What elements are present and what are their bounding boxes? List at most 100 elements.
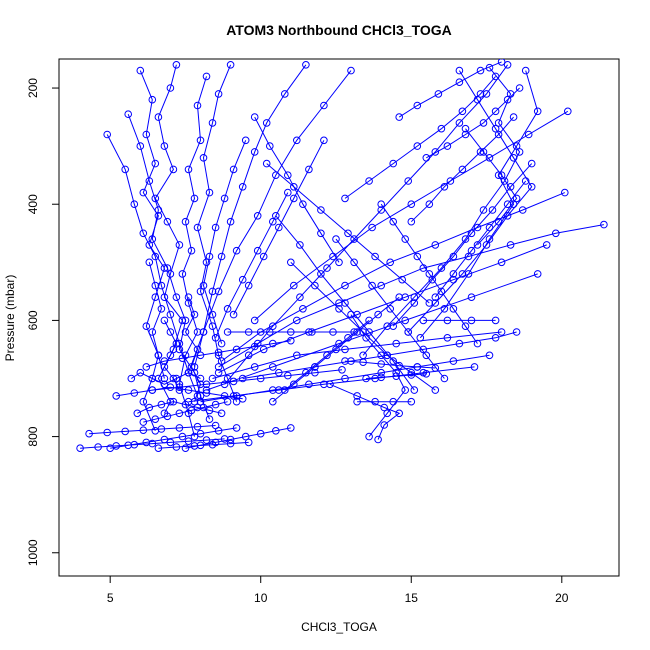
series-line <box>410 116 514 223</box>
data-point <box>157 305 166 313</box>
data-point <box>491 124 500 133</box>
data-point <box>455 119 464 127</box>
data-point <box>491 316 500 325</box>
data-point <box>238 395 247 403</box>
data-point <box>250 148 259 156</box>
data-point <box>244 328 253 336</box>
series-57 <box>269 293 404 406</box>
series-31 <box>407 113 518 226</box>
data-point <box>232 424 241 432</box>
data-point <box>482 90 491 98</box>
data-point <box>136 66 145 75</box>
series-54 <box>199 136 250 348</box>
data-point <box>317 229 325 238</box>
data-point <box>196 136 205 145</box>
data-point <box>151 252 160 261</box>
data-point <box>317 206 325 214</box>
data-point <box>542 241 551 249</box>
y-tick-label: 1000 <box>26 539 40 566</box>
data-point <box>259 345 268 354</box>
data-point <box>413 101 422 110</box>
series-line <box>154 64 183 414</box>
data-point <box>332 345 340 354</box>
data-point <box>290 194 298 203</box>
data-point <box>121 427 129 436</box>
series-line <box>178 76 207 437</box>
series-line <box>148 262 165 379</box>
data-point <box>205 252 214 261</box>
data-point <box>217 409 226 418</box>
data-point <box>184 368 193 377</box>
series-33 <box>142 336 295 371</box>
data-point <box>266 328 274 336</box>
data-point <box>193 345 202 354</box>
data-point <box>467 293 476 302</box>
data-point <box>293 136 301 145</box>
data-point <box>262 119 271 127</box>
data-point <box>371 397 379 406</box>
data-point <box>184 165 193 174</box>
data-point <box>347 66 355 75</box>
series-8 <box>184 66 355 377</box>
data-point <box>250 113 259 121</box>
data-point <box>347 310 355 319</box>
data-point <box>518 206 527 214</box>
series-3 <box>175 72 211 441</box>
data-point <box>383 322 392 331</box>
data-point <box>461 130 470 139</box>
data-point <box>377 206 386 214</box>
data-point <box>199 403 208 412</box>
series-line <box>152 369 343 391</box>
data-point <box>482 241 491 249</box>
data-point <box>284 371 292 380</box>
data-point <box>190 432 199 441</box>
data-point <box>299 200 307 208</box>
data-point <box>461 235 470 243</box>
data-point <box>262 159 271 168</box>
data-point <box>431 148 440 156</box>
data-point <box>202 389 211 397</box>
data-point <box>383 351 392 360</box>
data-point <box>479 206 488 214</box>
data-point <box>524 130 533 139</box>
series-line <box>146 340 291 368</box>
data-point <box>253 212 262 220</box>
data-point <box>341 357 349 365</box>
data-point <box>311 281 319 290</box>
data-point <box>458 107 467 116</box>
data-point <box>256 429 265 438</box>
series-line <box>335 238 445 379</box>
series-line <box>184 297 202 402</box>
data-point <box>341 194 349 203</box>
data-point <box>172 339 181 348</box>
data-point <box>76 444 84 453</box>
data-point <box>154 113 163 121</box>
data-point <box>232 246 241 255</box>
data-point <box>353 397 361 406</box>
data-point <box>473 241 482 249</box>
series-line <box>163 320 180 391</box>
data-point <box>160 316 169 325</box>
series-60 <box>419 316 500 325</box>
data-point <box>223 305 232 313</box>
data-point <box>196 287 205 296</box>
data-point <box>199 281 208 290</box>
data-point <box>193 223 202 232</box>
series-line <box>275 215 415 391</box>
data-point <box>377 373 386 382</box>
series-line <box>407 70 533 333</box>
data-point <box>413 142 422 150</box>
data-point <box>196 351 205 360</box>
data-point <box>407 371 416 379</box>
data-point <box>220 392 229 400</box>
series-line <box>329 383 401 440</box>
data-point <box>220 380 229 389</box>
data-point <box>461 322 470 331</box>
series-line <box>212 331 502 379</box>
data-point <box>166 310 175 319</box>
data-point <box>458 165 467 174</box>
data-point <box>139 426 148 435</box>
data-point <box>320 380 328 389</box>
x-tick-label: 5 <box>107 591 114 605</box>
data-point <box>169 397 178 406</box>
